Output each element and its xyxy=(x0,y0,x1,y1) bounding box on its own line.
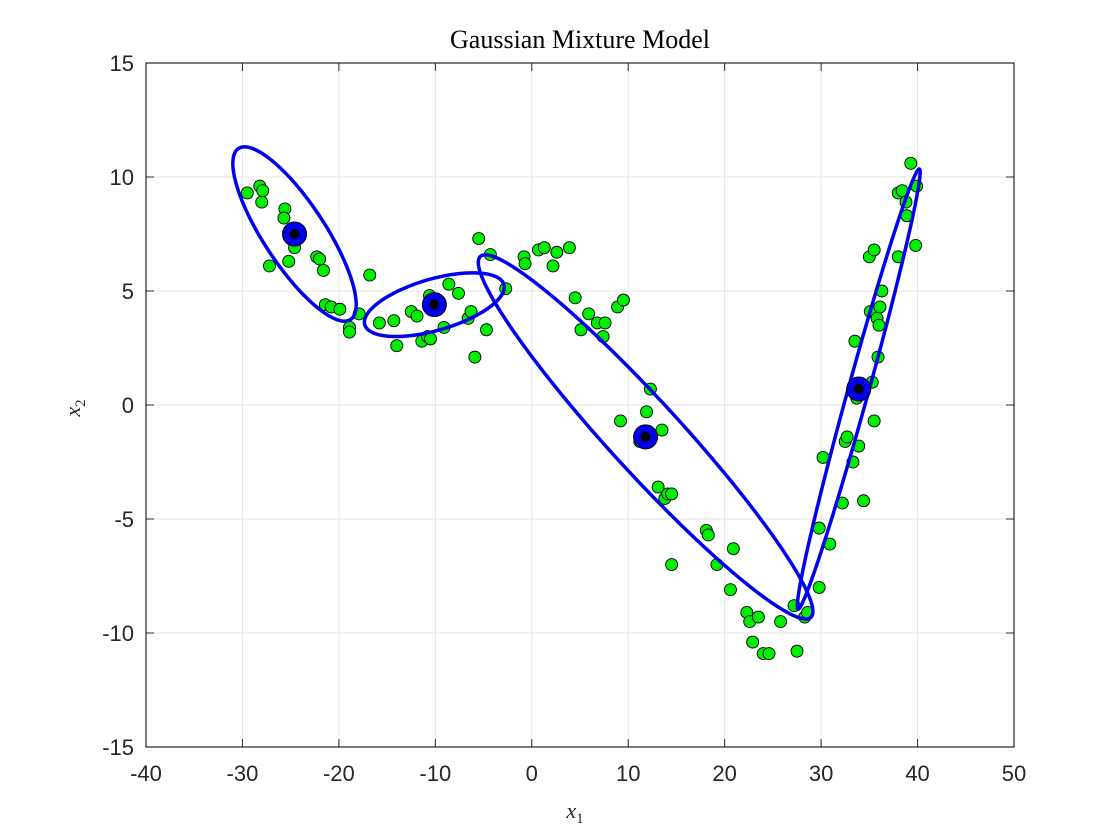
y-tick-label: -5 xyxy=(114,507,134,532)
data-point xyxy=(640,405,653,419)
data-point xyxy=(840,430,854,444)
x-axis-label-base: x xyxy=(565,798,576,823)
y-axis-ticks: -15 -10 -5 0 5 10 15 xyxy=(102,51,1014,760)
y-axis-label-subscript: 2 xyxy=(73,399,89,407)
x-tick-label: -40 xyxy=(130,761,162,786)
data-point xyxy=(313,252,327,266)
data-point xyxy=(472,232,486,246)
component-ellipses xyxy=(231,145,922,621)
data-point xyxy=(867,414,881,428)
y-tick-label: 0 xyxy=(122,393,134,418)
data-point xyxy=(410,309,424,323)
data-point xyxy=(762,647,776,660)
data-point xyxy=(550,245,564,259)
data-point xyxy=(614,414,627,428)
data-point xyxy=(240,186,254,200)
data-point xyxy=(333,302,347,316)
x-tick-label: 50 xyxy=(1002,761,1026,786)
y-tick-label: -10 xyxy=(102,621,134,646)
data-point xyxy=(343,325,356,339)
y-tick-label: 5 xyxy=(122,279,134,304)
x-tick-label: -20 xyxy=(323,761,355,786)
data-point xyxy=(468,350,482,364)
data-point xyxy=(872,318,886,332)
component-centers xyxy=(282,221,872,450)
data-point xyxy=(562,241,576,255)
x-axis-label: x1 xyxy=(565,798,583,827)
chart-title: Gaussian Mixture Model xyxy=(450,25,710,54)
data-point xyxy=(390,339,404,353)
component-ellipse xyxy=(476,253,815,621)
data-point xyxy=(651,480,665,494)
data-point xyxy=(582,307,596,321)
x-tick-label: 10 xyxy=(616,761,640,786)
data-point xyxy=(255,195,269,209)
data-point xyxy=(724,583,737,597)
y-tick-label: 15 xyxy=(110,51,134,76)
data-point xyxy=(518,257,532,271)
data-point xyxy=(790,644,804,658)
data-point xyxy=(665,487,679,501)
data-point xyxy=(726,542,740,556)
data-points xyxy=(240,156,924,660)
data-point xyxy=(277,211,291,225)
component-ellipse xyxy=(231,145,358,323)
data-point xyxy=(262,259,276,273)
x-tick-label: 20 xyxy=(712,761,736,786)
component-center-inner xyxy=(429,299,440,310)
component-ellipse xyxy=(795,167,922,611)
data-point xyxy=(317,264,330,277)
data-point xyxy=(774,615,788,629)
x-tick-label: 30 xyxy=(809,761,833,786)
data-point xyxy=(904,156,918,170)
data-point xyxy=(479,323,493,337)
x-tick-label: 40 xyxy=(905,761,929,786)
y-tick-label: -15 xyxy=(102,735,134,760)
data-point xyxy=(812,580,826,594)
component-ellipse xyxy=(362,271,507,339)
x-tick-label: -10 xyxy=(419,761,451,786)
data-point xyxy=(873,300,887,314)
data-point xyxy=(363,268,377,282)
data-point xyxy=(568,291,582,305)
data-point xyxy=(256,184,270,198)
x-tick-label: 0 xyxy=(526,761,538,786)
data-point xyxy=(746,635,760,649)
y-axis-label: x2 xyxy=(60,399,89,417)
component-center-inner xyxy=(289,229,300,239)
y-axis-label-base: x xyxy=(60,407,85,418)
data-point xyxy=(387,314,401,328)
data-point xyxy=(909,238,923,252)
data-point xyxy=(867,243,881,257)
data-point xyxy=(857,494,870,508)
data-point xyxy=(282,254,296,268)
data-point xyxy=(452,286,465,300)
component-center-inner xyxy=(640,431,651,442)
data-point xyxy=(442,277,456,291)
data-point xyxy=(598,316,612,330)
data-point xyxy=(574,323,588,337)
x-axis-ticks: -40 -30 -20 -10 0 10 20 30 40 50 xyxy=(130,63,1026,786)
x-axis-label-subscript: 1 xyxy=(576,811,584,827)
data-point xyxy=(616,293,630,307)
data-point xyxy=(537,241,551,255)
data-point xyxy=(665,558,679,572)
data-point xyxy=(546,259,560,273)
data-point xyxy=(701,528,715,542)
y-tick-label: 10 xyxy=(110,165,134,190)
data-point xyxy=(372,316,386,330)
component-center-inner xyxy=(853,384,864,395)
x-tick-label: -30 xyxy=(227,761,259,786)
data-point xyxy=(751,610,765,624)
